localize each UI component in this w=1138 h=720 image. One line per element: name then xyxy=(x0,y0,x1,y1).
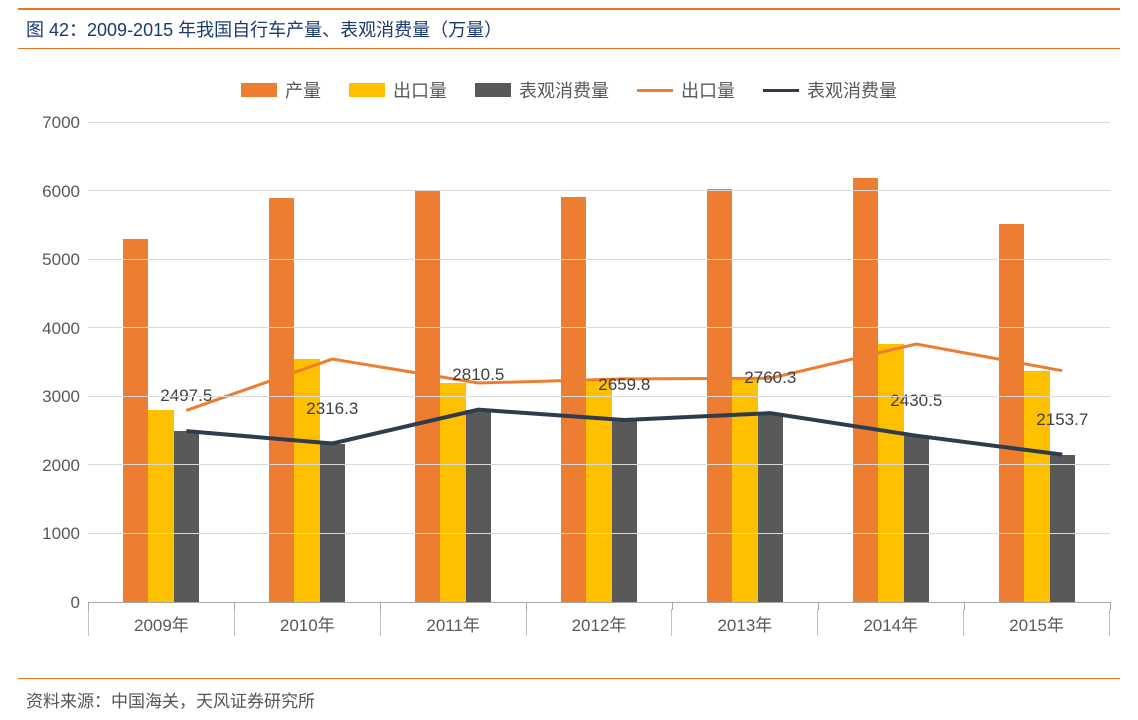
grid-line xyxy=(88,122,1110,123)
y-tick-label: 3000 xyxy=(42,387,80,407)
x-tick-mark xyxy=(526,602,527,610)
legend-swatch-line xyxy=(763,89,799,92)
y-tick-label: 5000 xyxy=(42,250,80,270)
y-tick-label: 0 xyxy=(71,593,80,613)
x-tick-mark xyxy=(234,602,235,610)
x-tick-label: 2012年 xyxy=(526,609,672,636)
legend-label: 表观消费量 xyxy=(519,77,609,103)
legend-swatch-line xyxy=(637,89,673,92)
legend-item: 出口量 xyxy=(637,77,735,103)
x-tick-mark xyxy=(1110,602,1111,610)
x-tick-label: 2009年 xyxy=(88,609,234,636)
y-tick-label: 4000 xyxy=(42,319,80,339)
grid-line xyxy=(88,190,1110,191)
plot: 01000200030004000500060007000 2497.52316… xyxy=(28,123,1110,603)
data-label: 2153.7 xyxy=(1036,410,1088,430)
grid-line xyxy=(88,327,1110,328)
legend-swatch-bar xyxy=(475,83,511,97)
x-tick-label: 2014年 xyxy=(817,609,963,636)
x-tick-label: 2011年 xyxy=(380,609,526,636)
grid-line xyxy=(88,464,1110,465)
x-tick-mark xyxy=(380,602,381,610)
source-text: 资料来源：中国海关，天风证券研究所 xyxy=(18,678,1120,712)
grid-line xyxy=(88,533,1110,534)
data-label: 2430.5 xyxy=(890,391,942,411)
legend-item: 产量 xyxy=(241,77,321,103)
x-tick-mark xyxy=(88,602,89,610)
plot-area: 2497.52316.32810.52659.82760.32430.52153… xyxy=(88,123,1110,603)
x-tick-label: 2013年 xyxy=(671,609,817,636)
y-tick-label: 1000 xyxy=(42,524,80,544)
data-label: 2659.8 xyxy=(598,375,650,395)
y-tick-label: 6000 xyxy=(42,182,80,202)
figure-title: 图 42：2009-2015 年我国自行车产量、表观消费量（万量） xyxy=(18,8,1120,49)
y-tick-label: 7000 xyxy=(42,113,80,133)
legend-item: 表观消费量 xyxy=(475,77,609,103)
grid-line xyxy=(88,259,1110,260)
data-label: 2760.3 xyxy=(744,368,796,388)
data-label: 2316.3 xyxy=(306,399,358,419)
chart-area: 产量 出口量 表观消费量 出口量 表观消费量 0 1000 2000 3000 4000 5000… xyxy=(18,49,1120,672)
x-axis: 2009年2010年2011年2012年2013年2014年2015年 xyxy=(88,603,1110,636)
y-axis: 01000200030004000500060007000 xyxy=(28,123,88,603)
legend-item: 出口量 xyxy=(349,77,447,103)
x-tick-mark xyxy=(672,602,673,610)
legend-swatch-bar xyxy=(349,83,385,97)
x-tick-label: 2010年 xyxy=(234,609,380,636)
x-tick-mark xyxy=(964,602,965,610)
legend-swatch-bar xyxy=(241,83,277,97)
legend-label: 出口量 xyxy=(681,77,735,103)
legend-label: 出口量 xyxy=(393,77,447,103)
grid-line xyxy=(88,396,1110,397)
data-label: 2810.5 xyxy=(452,365,504,385)
legend: 产量 出口量 表观消费量 出口量 表观消费量 xyxy=(28,67,1110,123)
x-tick-mark xyxy=(818,602,819,610)
legend-label: 表观消费量 xyxy=(807,77,897,103)
figure-container: 图 42：2009-2015 年我国自行车产量、表观消费量（万量） 产量 出口量 表… xyxy=(0,0,1138,720)
labels-layer: 2497.52316.32810.52659.82760.32430.52153… xyxy=(88,123,1110,602)
legend-label: 产量 xyxy=(285,77,321,103)
y-tick-label: 2000 xyxy=(42,456,80,476)
x-tick-label: 2015年 xyxy=(963,609,1110,636)
legend-item: 表观消费量 xyxy=(763,77,897,103)
